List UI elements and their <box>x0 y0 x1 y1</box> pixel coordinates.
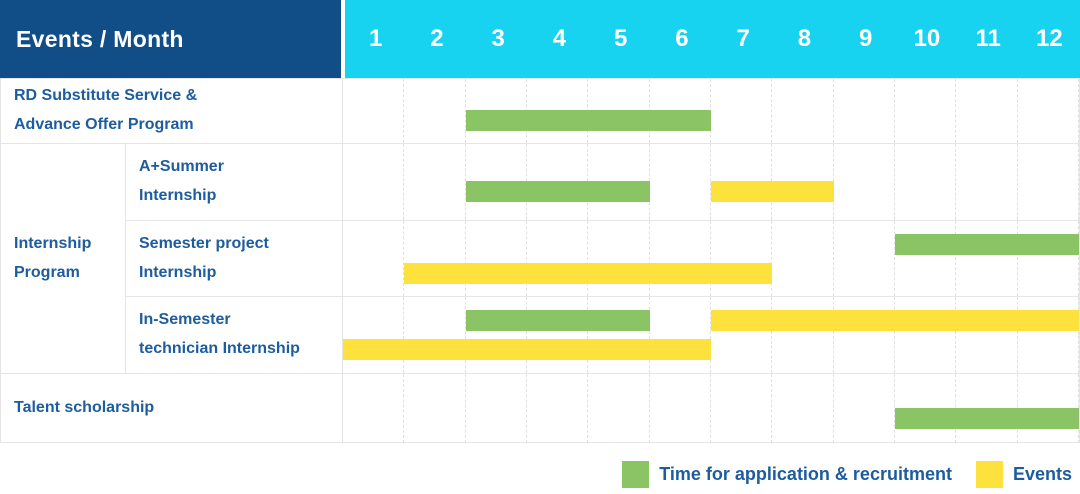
month-label: 10 <box>913 25 941 52</box>
month-gridline <box>956 297 1018 373</box>
table-body: RD Substitute Service & Advance Offer Pr… <box>0 78 1080 443</box>
legend-swatch-application <box>622 460 650 488</box>
month-label: 12 <box>1036 25 1063 52</box>
month-gridline <box>772 374 834 443</box>
month-gridline <box>404 144 466 220</box>
month-header-strip: 1 2 3 4 5 6 7 8 9 10 11 12 <box>341 0 1080 78</box>
month-gridline <box>772 79 834 143</box>
gantt-bar-application <box>895 407 1079 429</box>
legend-label: Time for application & recruitment <box>659 463 952 484</box>
month-gridline <box>1018 297 1079 373</box>
chart-row <box>342 78 1079 143</box>
month-gridline <box>895 221 957 296</box>
chart-row <box>342 373 1079 443</box>
month-gridline <box>527 297 589 373</box>
month-gridline <box>404 79 466 143</box>
events-month-table: Events / Month 1 2 3 4 5 6 7 8 9 10 11 12 RD Substi… <box>0 0 1080 443</box>
month-gridline <box>895 144 957 220</box>
month-gridline <box>834 221 895 296</box>
month-gridline <box>527 374 589 443</box>
month-gridline <box>650 221 711 296</box>
month-gridline <box>343 79 405 143</box>
month-gridline <box>834 297 895 373</box>
month-gridline <box>588 221 650 296</box>
month-gridline <box>588 297 650 373</box>
month-gridline <box>1018 221 1079 296</box>
month-gridline <box>1018 79 1079 143</box>
legend-swatch-events <box>975 460 1003 488</box>
month-gridline <box>895 79 957 143</box>
gantt-bar-application <box>895 234 1079 255</box>
gantt-bar-application <box>465 310 650 331</box>
month-gridline <box>527 221 589 296</box>
events-month-header-cell: Events / Month <box>0 0 341 78</box>
row-label: In-Semester technician Internship <box>125 296 342 373</box>
chart-row <box>342 143 1079 220</box>
month-gridline <box>772 297 834 373</box>
month-label: 8 <box>797 25 812 52</box>
month-gridline <box>650 144 711 220</box>
month-gridline <box>895 297 957 373</box>
legend-item-application: Time for application & recruitment <box>622 460 952 488</box>
month-gridline <box>404 221 466 296</box>
month-label: 7 <box>736 25 750 52</box>
month-gridline <box>711 297 773 373</box>
gantt-bar-events <box>711 310 1079 331</box>
chart-row <box>342 220 1079 296</box>
month-gridline <box>650 374 711 443</box>
gantt-bar-events <box>343 339 711 360</box>
month-gridline <box>466 297 527 373</box>
month-gridline <box>1018 144 1079 220</box>
month-gridline <box>956 144 1018 220</box>
month-gridline <box>711 79 773 143</box>
legend-label: Events <box>1012 463 1072 484</box>
month-gridline <box>343 374 405 443</box>
table-title: Events / Month <box>16 25 184 52</box>
month-gridline <box>466 374 527 443</box>
month-gridline <box>772 221 834 296</box>
month-gridline <box>834 79 895 143</box>
month-gridline <box>834 144 895 220</box>
month-label: 3 <box>491 25 505 52</box>
month-gridline <box>343 221 405 296</box>
month-gridline <box>588 374 650 443</box>
gantt-bar-application <box>465 110 711 131</box>
row-label: Talent scholarship <box>1 373 342 443</box>
month-gridline <box>343 297 405 373</box>
table-header-row: Events / Month 1 2 3 4 5 6 7 8 9 10 11 12 <box>0 0 1080 78</box>
row-label: Semester project Internship <box>125 220 342 296</box>
gantt-bar-application <box>465 181 650 202</box>
month-label: 1 <box>368 25 383 52</box>
row-label: A+Summer Internship <box>125 143 342 220</box>
month-gridline <box>956 221 1018 296</box>
month-label: 11 <box>975 25 1001 52</box>
legend-item-events: Events <box>975 460 1072 488</box>
row-label: RD Substitute Service & Advance Offer Pr… <box>1 78 342 143</box>
month-gridline <box>711 221 773 296</box>
month-label: 6 <box>675 25 689 52</box>
month-gridline <box>834 374 895 443</box>
chart-row <box>342 296 1079 373</box>
month-label: 2 <box>430 25 444 52</box>
month-label: 4 <box>552 25 567 52</box>
month-gridline <box>650 297 711 373</box>
month-gridline <box>466 221 527 296</box>
month-gridline <box>404 297 466 373</box>
gantt-bar-events <box>404 263 773 284</box>
month-gridline <box>343 144 405 220</box>
month-gridline <box>404 374 466 443</box>
gantt-bar-events <box>711 181 834 202</box>
month-label: 9 <box>858 25 873 52</box>
legend: Time for application & recruitment Events <box>622 456 1072 492</box>
row-group-label: Internship Program <box>1 143 125 373</box>
month-gridline <box>956 79 1018 143</box>
month-label: 5 <box>613 25 628 52</box>
month-gridline <box>711 374 773 443</box>
